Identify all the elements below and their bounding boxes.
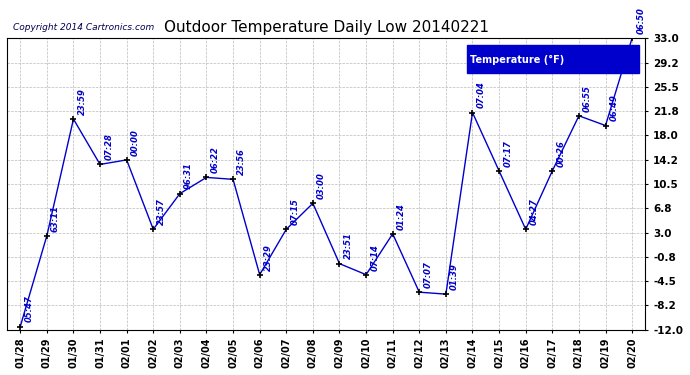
Text: 96:31: 96:31 [184,163,193,189]
Text: 07:14: 07:14 [371,244,380,270]
Text: Copyright 2014 Cartronics.com: Copyright 2014 Cartronics.com [13,23,155,32]
Text: 06:22: 06:22 [210,146,219,173]
Text: 23:51: 23:51 [344,232,353,260]
Text: 07:04: 07:04 [477,81,486,108]
Text: 03:00: 03:00 [317,172,326,199]
Text: 04:27: 04:27 [530,198,539,225]
Text: 23:59: 23:59 [77,88,87,115]
Text: 07:07: 07:07 [424,261,433,288]
Text: 01:39: 01:39 [450,263,459,290]
Text: 06:50: 06:50 [636,7,645,34]
Text: 07:17: 07:17 [503,140,512,167]
Text: 63:11: 63:11 [51,205,60,232]
Text: 23:56: 23:56 [237,148,246,175]
Text: 05:47: 05:47 [24,296,33,322]
FancyBboxPatch shape [466,45,639,73]
Text: 06:49: 06:49 [610,94,619,122]
Text: 23:29: 23:29 [264,244,273,270]
Text: 06:55: 06:55 [583,85,592,112]
Text: 07:28: 07:28 [104,134,113,160]
Text: Temperature (°F): Temperature (°F) [470,55,564,65]
Text: 23:57: 23:57 [157,198,166,225]
Text: 01:24: 01:24 [397,203,406,229]
Text: 07:15: 07:15 [290,198,299,225]
Text: 00:00: 00:00 [131,129,140,156]
Title: Outdoor Temperature Daily Low 20140221: Outdoor Temperature Daily Low 20140221 [164,20,489,35]
Text: 00:26: 00:26 [556,140,566,167]
